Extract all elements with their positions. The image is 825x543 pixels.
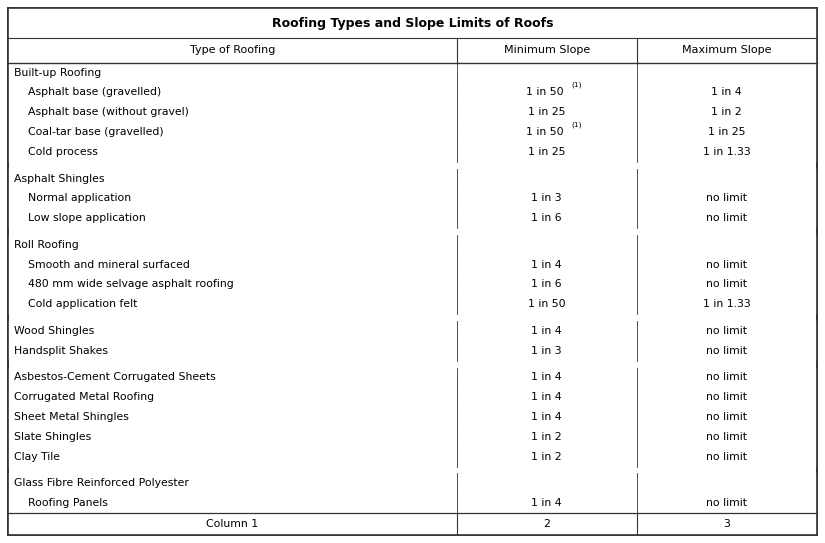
Bar — [8, 473, 817, 493]
Text: no limit: no limit — [706, 280, 747, 289]
Bar — [8, 235, 817, 255]
Text: no limit: no limit — [706, 326, 747, 336]
Text: no limit: no limit — [706, 452, 747, 462]
Text: 1 in 6: 1 in 6 — [531, 213, 562, 223]
Text: no limit: no limit — [706, 498, 747, 508]
Text: 1 in 2: 1 in 2 — [531, 432, 562, 442]
Text: Clay Tile: Clay Tile — [14, 452, 60, 462]
Text: 1 in 25: 1 in 25 — [708, 127, 746, 137]
Text: 2: 2 — [544, 519, 550, 529]
Text: 1 in 25: 1 in 25 — [528, 107, 566, 117]
Text: Maximum Slope: Maximum Slope — [682, 46, 771, 55]
Text: 1 in 4: 1 in 4 — [531, 260, 562, 270]
Text: Asbestos-Cement Corrugated Sheets: Asbestos-Cement Corrugated Sheets — [14, 372, 216, 382]
Text: 1 in 50: 1 in 50 — [526, 127, 568, 137]
Text: no limit: no limit — [706, 346, 747, 356]
Text: 1 in 4: 1 in 4 — [531, 372, 562, 382]
Bar — [8, 368, 817, 387]
Text: 1 in 3: 1 in 3 — [531, 346, 562, 356]
Text: 1 in 4: 1 in 4 — [531, 392, 562, 402]
Text: (1): (1) — [572, 82, 582, 89]
Text: Asphalt base (without gravel): Asphalt base (without gravel) — [28, 107, 189, 117]
Text: Glass Fibre Reinforced Polyester: Glass Fibre Reinforced Polyester — [14, 478, 189, 488]
Bar — [8, 209, 817, 228]
Bar — [8, 294, 817, 314]
Bar — [8, 275, 817, 294]
Text: Cold application felt: Cold application felt — [28, 299, 138, 310]
Text: 1 in 50: 1 in 50 — [526, 87, 568, 97]
Text: Asphalt Shingles: Asphalt Shingles — [14, 174, 105, 184]
Text: Slate Shingles: Slate Shingles — [14, 432, 92, 442]
Text: 3: 3 — [724, 519, 730, 529]
Text: Handsplit Shakes: Handsplit Shakes — [14, 346, 108, 356]
Text: no limit: no limit — [706, 213, 747, 223]
Text: 1 in 4: 1 in 4 — [531, 498, 562, 508]
Text: no limit: no limit — [706, 260, 747, 270]
Bar — [8, 427, 817, 447]
Bar — [8, 122, 817, 142]
Text: Roofing Panels: Roofing Panels — [28, 498, 108, 508]
Text: Type of Roofing: Type of Roofing — [190, 46, 276, 55]
Text: no limit: no limit — [706, 432, 747, 442]
Bar — [8, 321, 817, 341]
Text: 1 in 50: 1 in 50 — [528, 299, 566, 310]
Text: 1 in 2: 1 in 2 — [711, 107, 742, 117]
Text: 1 in 2: 1 in 2 — [531, 452, 562, 462]
Bar — [8, 255, 817, 275]
Text: no limit: no limit — [706, 412, 747, 422]
Text: 1 in 4: 1 in 4 — [711, 87, 742, 97]
Bar — [8, 513, 817, 535]
Text: Smooth and mineral surfaced: Smooth and mineral surfaced — [28, 260, 190, 270]
Bar — [8, 8, 817, 38]
Text: Corrugated Metal Roofing: Corrugated Metal Roofing — [14, 392, 154, 402]
Text: no limit: no limit — [706, 372, 747, 382]
Text: 1 in 1.33: 1 in 1.33 — [703, 147, 751, 157]
Text: 1 in 1.33: 1 in 1.33 — [703, 299, 751, 310]
Bar — [8, 188, 817, 209]
Bar — [8, 341, 817, 361]
Text: Column 1: Column 1 — [206, 519, 258, 529]
Text: 1 in 6: 1 in 6 — [531, 280, 562, 289]
Bar — [8, 447, 817, 466]
Bar — [8, 169, 817, 188]
Text: Coal-tar base (gravelled): Coal-tar base (gravelled) — [28, 127, 163, 137]
Bar — [8, 102, 817, 122]
Text: 1 in 4: 1 in 4 — [531, 326, 562, 336]
Text: Roofing Types and Slope Limits of Roofs: Roofing Types and Slope Limits of Roofs — [271, 16, 554, 29]
Text: Wood Shingles: Wood Shingles — [14, 326, 94, 336]
Bar — [8, 387, 817, 407]
Text: Asphalt base (gravelled): Asphalt base (gravelled) — [28, 87, 161, 97]
Text: Built-up Roofing: Built-up Roofing — [14, 67, 101, 78]
Text: 1 in 3: 1 in 3 — [531, 193, 562, 204]
Bar — [8, 38, 817, 62]
Bar — [8, 62, 817, 83]
Bar — [8, 83, 817, 102]
Bar — [8, 142, 817, 162]
Text: Minimum Slope: Minimum Slope — [504, 46, 590, 55]
Text: 480 mm wide selvage asphalt roofing: 480 mm wide selvage asphalt roofing — [28, 280, 233, 289]
Bar — [8, 493, 817, 513]
Text: Sheet Metal Shingles: Sheet Metal Shingles — [14, 412, 129, 422]
Text: no limit: no limit — [706, 392, 747, 402]
Bar — [8, 407, 817, 427]
Text: Low slope application: Low slope application — [28, 213, 146, 223]
Text: 1 in 4: 1 in 4 — [531, 412, 562, 422]
Text: Normal application: Normal application — [28, 193, 131, 204]
Text: Cold process: Cold process — [28, 147, 98, 157]
Text: 1 in 25: 1 in 25 — [528, 147, 566, 157]
Text: (1): (1) — [572, 122, 582, 128]
Text: Roll Roofing: Roll Roofing — [14, 240, 78, 250]
Text: no limit: no limit — [706, 193, 747, 204]
